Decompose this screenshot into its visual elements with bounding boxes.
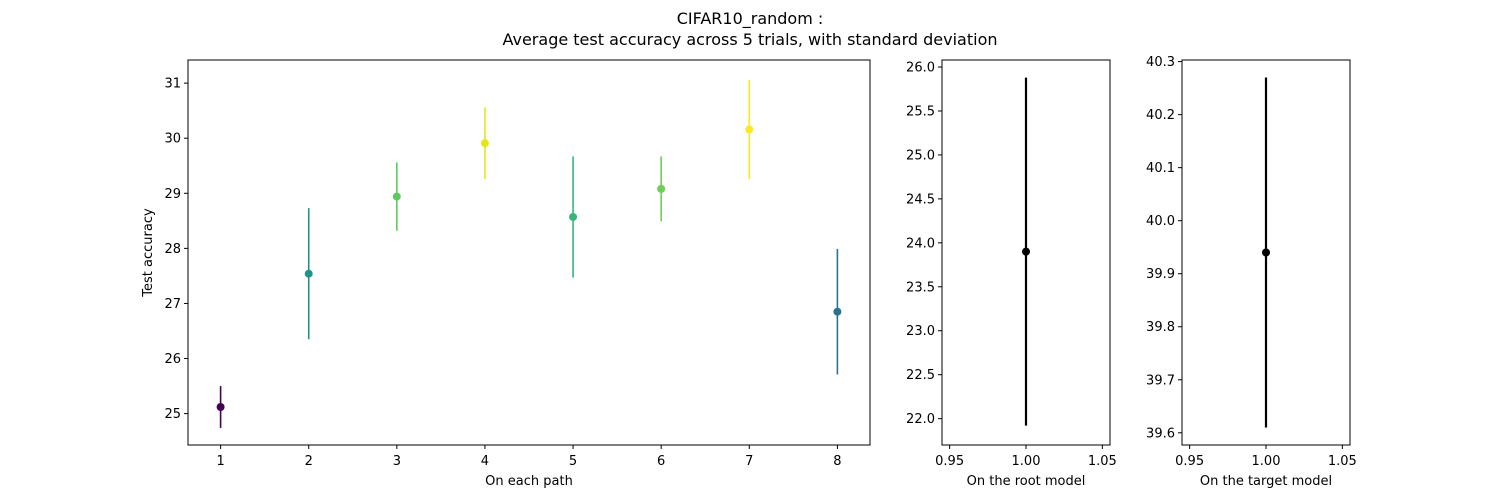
- chart-title-line1: CIFAR10_random :: [677, 9, 824, 29]
- y-tick-label: 23.5: [906, 280, 935, 295]
- y-tick-label: 23.0: [906, 324, 935, 339]
- data-point: [1022, 247, 1030, 256]
- x-tick-label: 0.95: [935, 454, 964, 469]
- axes-frame: [187, 59, 871, 446]
- data-point: [392, 192, 401, 201]
- y-tick-label: 27: [164, 297, 181, 312]
- y-tick-label: 26.0: [906, 61, 935, 76]
- y-tick-label: 39.8: [1146, 320, 1175, 335]
- y-axis-label: Test accuracy: [141, 208, 156, 298]
- x-tick-label: 8: [833, 454, 841, 469]
- x-tick-label: 1: [216, 454, 224, 469]
- x-tick-label: 1.05: [1328, 454, 1357, 469]
- data-point: [569, 212, 578, 221]
- y-tick-label: 39.7: [1146, 373, 1175, 388]
- x-tick-label: 7: [745, 454, 753, 469]
- target-model-panel: 0.95 1.00 1.05 39.6 39.7 39.8 39.9 40.0 40.1 40.2…: [1146, 55, 1357, 489]
- x-tick-label: 1.00: [1012, 454, 1041, 469]
- data-point: [745, 125, 754, 134]
- y-tick-label: 24.0: [906, 236, 935, 251]
- chart-title-line2: Average test accuracy across 5 trials, w…: [502, 30, 997, 49]
- y-tick-label: 31: [164, 77, 181, 92]
- y-tick-label: 39.9: [1146, 267, 1175, 282]
- y-tick-label: 25.5: [906, 104, 935, 119]
- root-model-panel: 0.95 1.00 1.05 22.0 22.5 23.0 23.5 24.0 24.5 25.0…: [906, 59, 1117, 489]
- x-tick-label: 4: [481, 454, 489, 469]
- y-tick-label: 28: [164, 242, 181, 257]
- y-tick-label: 25: [164, 407, 181, 422]
- y-tick-label: 40.2: [1146, 108, 1175, 123]
- x-tick-label: 1.00: [1252, 454, 1281, 469]
- x-tick-label: 1.05: [1088, 454, 1117, 469]
- data-point: [657, 184, 666, 193]
- data-point: [304, 269, 313, 278]
- x-axis-label: On the target model: [1200, 474, 1332, 489]
- y-tick-label: 40.3: [1146, 55, 1175, 70]
- y-tick-label: 22.0: [906, 412, 935, 427]
- y-tick-label: 25.0: [906, 148, 935, 163]
- y-tick-label: 24.5: [906, 192, 935, 207]
- x-axis-label: On the root model: [967, 474, 1086, 489]
- x-tick-label: 5: [569, 454, 577, 469]
- y-tick-label: 26: [164, 352, 181, 367]
- data-point: [1262, 248, 1270, 257]
- x-tick-label: 3: [393, 454, 401, 469]
- data-point: [216, 402, 225, 411]
- data-point: [833, 307, 842, 316]
- path-accuracy-panel: 1 2 3 4 5 6 7 8 25 26 27 28 29 30 31 On each path Test a…: [141, 59, 871, 489]
- y-tick-label: 40.0: [1146, 214, 1175, 229]
- y-tick-label: 29: [164, 187, 181, 202]
- x-tick-label: 6: [657, 454, 665, 469]
- y-tick-label: 39.6: [1146, 426, 1175, 441]
- y-tick-label: 40.1: [1146, 161, 1175, 176]
- x-axis-label: On each path: [485, 474, 573, 489]
- x-tick-label: 2: [305, 454, 313, 469]
- x-tick-label: 0.95: [1175, 454, 1204, 469]
- y-tick-label: 22.5: [906, 368, 935, 383]
- y-tick-label: 30: [164, 132, 181, 147]
- data-point: [480, 139, 489, 148]
